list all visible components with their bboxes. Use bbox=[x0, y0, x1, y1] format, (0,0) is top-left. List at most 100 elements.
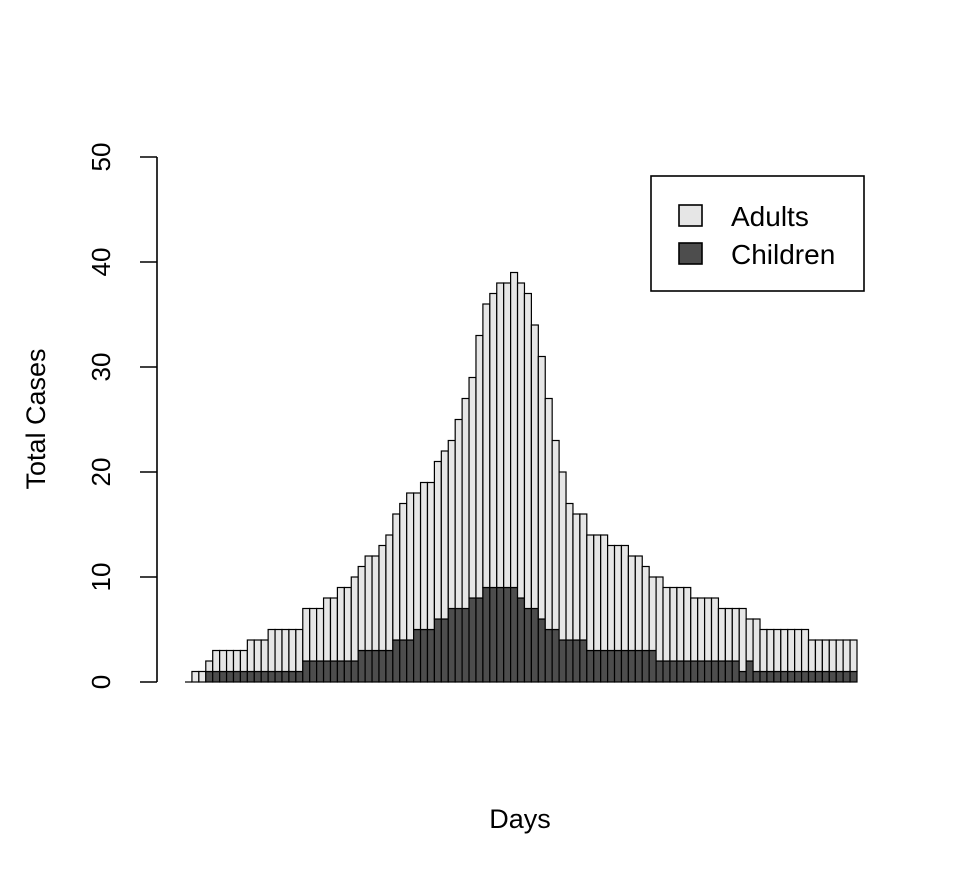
bar-children bbox=[447, 607, 456, 683]
bar-children bbox=[800, 670, 810, 683]
y-tick-label: 20 bbox=[86, 458, 116, 487]
bar-children bbox=[385, 649, 394, 683]
bar-adults bbox=[641, 565, 650, 652]
bar-children bbox=[593, 649, 602, 683]
bar-adults bbox=[849, 639, 858, 673]
bar-adults bbox=[329, 597, 339, 662]
bar-adults bbox=[780, 628, 789, 673]
bar-adults bbox=[219, 649, 228, 673]
bar-adults bbox=[835, 639, 844, 673]
bar-adults bbox=[565, 502, 574, 641]
bar-adults bbox=[447, 439, 456, 610]
bar-children bbox=[690, 660, 699, 683]
bar-adults bbox=[281, 628, 290, 673]
bar-adults bbox=[655, 576, 664, 662]
bar-children bbox=[461, 607, 470, 683]
bar-children bbox=[413, 628, 422, 683]
bar-children bbox=[260, 670, 269, 683]
bar-children bbox=[516, 597, 526, 683]
bar-adults bbox=[191, 670, 200, 683]
bar-adults bbox=[690, 597, 699, 662]
bar-children bbox=[503, 586, 512, 683]
bar-children bbox=[239, 670, 248, 683]
bar-adults bbox=[523, 292, 532, 610]
bar-children bbox=[620, 649, 629, 683]
bar-adults bbox=[717, 607, 726, 662]
y-axis: 0 10 20 30 40 50 bbox=[86, 143, 158, 689]
bar-adults bbox=[357, 565, 366, 652]
bar-children bbox=[295, 670, 304, 683]
bar-children bbox=[378, 649, 387, 683]
bar-adults bbox=[205, 660, 214, 673]
legend-swatch-children bbox=[678, 242, 703, 265]
bar-children bbox=[717, 660, 726, 683]
bar-adults bbox=[787, 628, 796, 673]
bar-adults bbox=[828, 639, 837, 673]
y-tick-label: 0 bbox=[86, 675, 116, 689]
bar-children bbox=[613, 649, 623, 683]
bar-children bbox=[316, 660, 325, 683]
legend-label-adults: Adults bbox=[731, 201, 809, 232]
bar-children bbox=[828, 670, 837, 683]
bar-children bbox=[246, 670, 255, 683]
bar-adults bbox=[496, 282, 505, 589]
bar-children bbox=[697, 660, 706, 683]
bar-children bbox=[357, 649, 366, 683]
bar-adults bbox=[454, 418, 463, 610]
bar-children bbox=[807, 670, 817, 683]
bar-children bbox=[565, 639, 574, 683]
bar-adults bbox=[433, 460, 442, 620]
bar-adults bbox=[558, 471, 567, 641]
bar-children bbox=[468, 597, 477, 683]
bar-children bbox=[225, 670, 235, 683]
bar-children bbox=[600, 649, 609, 683]
y-axis-label: Total Cases bbox=[21, 348, 51, 489]
bar-children bbox=[544, 628, 553, 683]
bar-adults bbox=[371, 555, 380, 652]
bar-children bbox=[634, 649, 643, 683]
bar-children bbox=[773, 670, 782, 683]
bar-adults bbox=[295, 628, 304, 673]
bar-children bbox=[219, 670, 228, 683]
y-tick-label: 30 bbox=[86, 353, 116, 382]
bar-children bbox=[267, 670, 276, 683]
bar-adults bbox=[600, 534, 609, 652]
bar-adults bbox=[212, 649, 221, 673]
bar-children bbox=[724, 660, 733, 683]
bar-adults bbox=[302, 607, 311, 662]
y-tick-label: 40 bbox=[86, 248, 116, 277]
bar-adults bbox=[198, 670, 207, 683]
bar-adults bbox=[773, 628, 782, 673]
y-tick-label: 10 bbox=[86, 563, 116, 592]
bar-adults bbox=[239, 649, 248, 673]
bars-layer bbox=[185, 271, 858, 683]
bar-adults bbox=[807, 639, 817, 673]
bar-adults bbox=[697, 597, 706, 662]
bar-adults bbox=[606, 544, 616, 652]
bar-adults bbox=[814, 639, 823, 673]
bar-children bbox=[440, 618, 449, 683]
bar-children bbox=[683, 660, 692, 683]
bar-adults bbox=[766, 628, 775, 673]
bar-children bbox=[343, 660, 352, 683]
bar-children bbox=[274, 670, 283, 683]
bar-children bbox=[627, 649, 636, 683]
bar-children bbox=[676, 660, 685, 683]
bar-children bbox=[551, 628, 560, 683]
bar-adults bbox=[475, 334, 484, 599]
bar-adults bbox=[745, 618, 754, 662]
bar-adults bbox=[794, 628, 803, 673]
bar-adults bbox=[253, 639, 262, 673]
bar-children bbox=[794, 670, 803, 683]
bar-children bbox=[336, 660, 345, 683]
bar-children bbox=[482, 586, 491, 683]
bar-children bbox=[406, 639, 415, 683]
bar-children bbox=[849, 670, 858, 683]
bar-children bbox=[212, 670, 221, 683]
bar-children bbox=[745, 660, 754, 683]
bar-children bbox=[738, 670, 747, 683]
bar-children bbox=[510, 586, 519, 683]
bar-adults bbox=[683, 586, 692, 662]
bar-adults bbox=[648, 576, 657, 652]
